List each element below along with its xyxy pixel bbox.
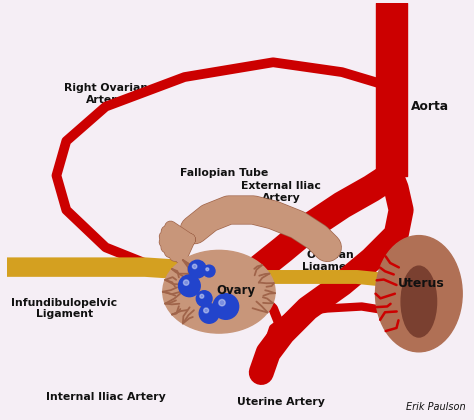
Text: Ovarian
Ligament: Ovarian Ligament xyxy=(301,250,359,272)
Text: Aorta: Aorta xyxy=(411,100,449,113)
Circle shape xyxy=(183,280,189,285)
Circle shape xyxy=(199,304,219,323)
Ellipse shape xyxy=(163,250,275,333)
Ellipse shape xyxy=(401,266,437,337)
Circle shape xyxy=(219,299,225,306)
Text: Uterine Artery: Uterine Artery xyxy=(237,397,325,407)
Ellipse shape xyxy=(375,236,462,352)
Circle shape xyxy=(200,294,204,298)
Circle shape xyxy=(204,308,209,313)
Circle shape xyxy=(203,265,215,277)
Text: Uterus: Uterus xyxy=(397,277,444,290)
Circle shape xyxy=(196,291,212,307)
Text: Ovary: Ovary xyxy=(216,284,255,297)
Circle shape xyxy=(189,260,206,278)
Text: Infundibulopelvic
Ligament: Infundibulopelvic Ligament xyxy=(11,298,118,319)
Text: External Iliac
Artery: External Iliac Artery xyxy=(241,181,321,203)
Text: Right Ovarian
Artery: Right Ovarian Artery xyxy=(64,83,148,105)
Circle shape xyxy=(179,275,200,297)
Text: Erik Paulson: Erik Paulson xyxy=(406,402,465,412)
Text: Internal Iliac Artery: Internal Iliac Artery xyxy=(46,392,165,402)
Circle shape xyxy=(213,294,238,319)
Circle shape xyxy=(192,264,197,269)
Text: Fallopian Tube: Fallopian Tube xyxy=(180,168,268,178)
Circle shape xyxy=(206,268,209,271)
